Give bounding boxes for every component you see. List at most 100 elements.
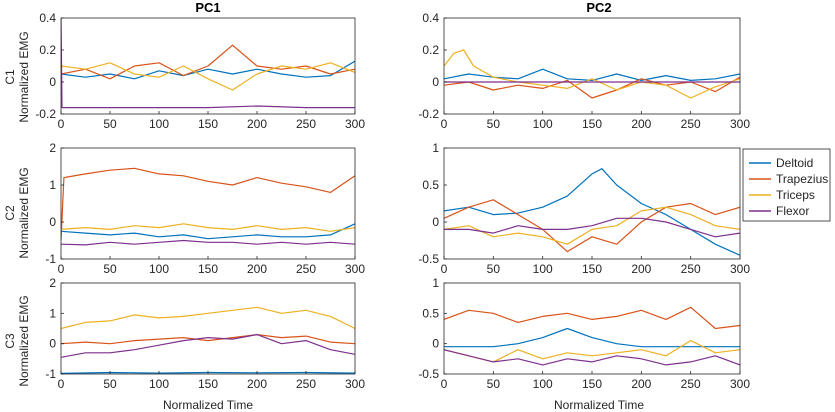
panel-r2-c2-xtick-label: 300 bbox=[730, 262, 750, 276]
panel-r1-c1-lines bbox=[61, 18, 355, 109]
legend-box bbox=[742, 148, 831, 222]
panel-r1-c2-xtick-label: 300 bbox=[730, 117, 750, 131]
panel-r3-c2-series-flexor bbox=[444, 349, 740, 366]
panel-r3-c2-xtick-label: 200 bbox=[631, 377, 651, 391]
panel-r2-c2-xtick-label: 0 bbox=[441, 262, 448, 276]
panel-r3-c2-series-triceps bbox=[444, 340, 740, 363]
panel-r3-c1-axes-box bbox=[60, 282, 356, 375]
panel-r1-c2-series-triceps bbox=[444, 49, 740, 99]
panel-r2-c2-xtick-label: 150 bbox=[582, 262, 602, 276]
panel-r3-c1-series-triceps bbox=[61, 306, 355, 330]
panel-r1-c2-ytick-label: 0.2 bbox=[422, 43, 439, 57]
panel-r3-c2-xtick-label: 0 bbox=[441, 377, 448, 391]
panel-r2-c1-lines bbox=[61, 167, 355, 246]
panel-r1-c1-xtick-label: 50 bbox=[103, 117, 117, 131]
ylabel-row1: Normalized EMG bbox=[17, 31, 31, 122]
panel-r2-c2-series-deltoid bbox=[444, 168, 740, 256]
panel-r3-c1-ytick-label: 1 bbox=[49, 306, 56, 320]
panel-r1-c2-lines bbox=[444, 49, 740, 99]
panel-r1-c1-xtick-label: 100 bbox=[149, 117, 169, 131]
panel-r1-c1-xtick-label: 150 bbox=[198, 117, 218, 131]
panel-r3-c1-xtick-label: 200 bbox=[247, 377, 267, 391]
panel-r2-c1-ytick-label: 0 bbox=[49, 215, 56, 229]
panel-r3-c2-lines bbox=[444, 306, 740, 366]
panel-r1-c2: 0 50 100 150 200 250 300-0.200.20.4 bbox=[418, 11, 750, 131]
panel-r2-c2-xtick-label: 250 bbox=[681, 262, 701, 276]
panel-r2-c1-ytick-label: -1 bbox=[45, 252, 56, 266]
legend: Deltoid Trapezius Triceps Flexor bbox=[742, 148, 831, 222]
panel-r1-c1-series-triceps bbox=[61, 62, 355, 91]
row-label-c3: C3 bbox=[3, 333, 17, 349]
panel-r3-c1-ytick-label: 2 bbox=[49, 276, 56, 290]
ylabel-row2: Normalized EMG bbox=[17, 167, 31, 258]
panel-r2-c2-ytick-label: 0 bbox=[432, 215, 439, 229]
panel-r2-c1-series-trapezius bbox=[61, 167, 355, 241]
ylabel-row3: Normalized EMG bbox=[17, 295, 31, 386]
panel-r2-c2-ytick-label: 1 bbox=[432, 141, 439, 155]
panel-r2-c2-xtick-label: 50 bbox=[487, 262, 501, 276]
panel-r1-c1-xtick-label: 300 bbox=[345, 117, 365, 131]
panel-r3-c1-xtick-label: 50 bbox=[103, 377, 117, 391]
panel-r2-c1-ytick-label: 2 bbox=[49, 141, 56, 155]
legend-label-deltoid: Deltoid bbox=[776, 156, 813, 170]
panel-r1-c1-xtick-label: 0 bbox=[58, 117, 65, 131]
legend-label-trapezius: Trapezius bbox=[776, 172, 828, 186]
panel-r1-c2-xtick-label: 0 bbox=[441, 117, 448, 131]
panel-r1-c2-xtick-label: 200 bbox=[631, 117, 651, 131]
panel-r2-c1-xtick-label: 0 bbox=[58, 262, 65, 276]
panel-r1-c2-xtick-label: 250 bbox=[681, 117, 701, 131]
panel-r2-c2-series-flexor bbox=[444, 217, 740, 238]
column-title-pc2: PC2 bbox=[586, 0, 611, 15]
panel-r1-c1-series-flexor bbox=[61, 18, 355, 109]
panel-r2-c2: 0 50 100 150 200 250 300-0.500.51 bbox=[418, 141, 750, 276]
legend-label-flexor: Flexor bbox=[776, 204, 809, 218]
panel-r3-c2: 0 50 100 150 200 250 300-0.500.51 bbox=[418, 276, 750, 391]
panel-r2-c2-xtick-label: 100 bbox=[533, 262, 553, 276]
panel-grid: 0 50 100 150 200 250 300-0.200.20.40 50 100 150 20… bbox=[35, 11, 750, 391]
panel-r1-c1-ytick-label: -0.2 bbox=[35, 107, 56, 121]
panel-r1-c2-xtick-label: 100 bbox=[533, 117, 553, 131]
panel-r1-c2-xtick-label: 50 bbox=[487, 117, 501, 131]
panel-r1-c2-xtick-label: 150 bbox=[582, 117, 602, 131]
panel-r3-c2-ytick-label: 1 bbox=[432, 276, 439, 290]
panel-r2-c1-xtick-label: 150 bbox=[198, 262, 218, 276]
panel-r1-c1-series-deltoid bbox=[61, 60, 355, 80]
panel-r3-c2-series-trapezius bbox=[444, 306, 740, 330]
panel-r2-c1-xtick-label: 200 bbox=[247, 262, 267, 276]
panel-r1-c1-series-trapezius bbox=[61, 44, 355, 80]
legend-label-triceps: Triceps bbox=[776, 188, 815, 202]
panel-r3-c1-series-flexor bbox=[61, 334, 355, 358]
panel-r3-c1-xtick-label: 300 bbox=[345, 377, 365, 391]
panel-r3-c1-lines bbox=[61, 306, 355, 374]
panel-r2-c1-xtick-label: 250 bbox=[296, 262, 316, 276]
row-label-c1: C1 bbox=[3, 69, 17, 85]
panel-r1-c1: 0 50 100 150 200 250 300-0.200.20.4 bbox=[35, 11, 365, 131]
panel-r1-c2-ytick-label: -0.2 bbox=[418, 107, 439, 121]
xlabel-right: Normalized Time bbox=[554, 398, 644, 412]
panel-r2-c1-series-flexor bbox=[61, 239, 355, 246]
panel-r2-c1-xtick-label: 50 bbox=[103, 262, 117, 276]
panel-r2-c1-series-deltoid bbox=[61, 223, 355, 240]
panel-r3-c2-xtick-label: 150 bbox=[582, 377, 602, 391]
panel-r1-c1-xtick-label: 200 bbox=[247, 117, 267, 131]
panel-r3-c2-series-deltoid bbox=[444, 327, 740, 348]
panel-r2-c1-series-triceps bbox=[61, 223, 355, 232]
panel-r3-c1-xtick-label: 100 bbox=[149, 377, 169, 391]
row-label-c2: C2 bbox=[3, 205, 17, 221]
panel-r3-c1-xtick-label: 0 bbox=[58, 377, 65, 391]
panel-r2-c1-xtick-label: 300 bbox=[345, 262, 365, 276]
panel-r3-c1-xtick-label: 150 bbox=[198, 377, 218, 391]
panel-r1-c1-ytick-label: 0.4 bbox=[39, 11, 56, 25]
panel-r3-c2-xtick-label: 100 bbox=[533, 377, 553, 391]
panel-r3-c2-xtick-label: 50 bbox=[487, 377, 501, 391]
panel-r1-c2-ytick-label: 0.4 bbox=[422, 11, 439, 25]
panel-r1-c2-axes-box bbox=[443, 17, 741, 115]
panel-r2-c2-xtick-label: 200 bbox=[631, 262, 651, 276]
panel-r2-c2-lines bbox=[444, 168, 740, 256]
xlabel-left: Normalized Time bbox=[163, 398, 253, 412]
panel-r3-c2-xtick-label: 300 bbox=[730, 377, 750, 391]
panel-r3-c2-ytick-label: 0.5 bbox=[422, 306, 439, 320]
